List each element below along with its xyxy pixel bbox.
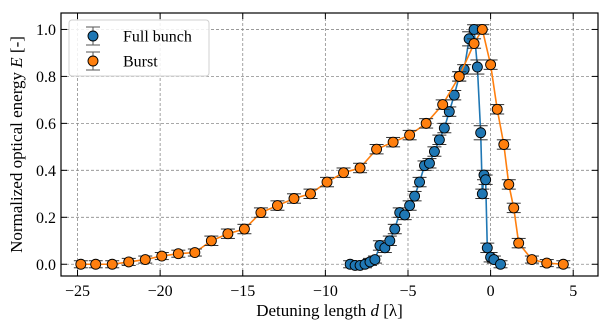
data-point (448, 89, 460, 101)
data-point (541, 257, 553, 269)
legend: Full bunch Burst (68, 19, 210, 77)
data-point (476, 23, 488, 35)
legend-entry-full-bunch: Full bunch (86, 26, 192, 46)
series-full-bunch (343, 23, 508, 271)
data-point (420, 117, 432, 129)
data-point (471, 61, 483, 73)
data-point (123, 256, 135, 268)
data-point (354, 162, 366, 174)
data-point (508, 202, 520, 214)
y-tick-label: 1.0 (36, 22, 56, 39)
data-point (369, 254, 381, 266)
axis-ticks: −25 −20 −15 −10 −5 0 5 0.0 0.2 0.4 0.6 0.8 1.0 (36, 13, 598, 300)
y-tick-label: 0.2 (36, 210, 56, 227)
data-point (371, 143, 383, 155)
data-point (476, 188, 488, 200)
data-series (73, 23, 571, 271)
legend-marker-full-bunch (87, 30, 99, 42)
data-point (205, 235, 217, 247)
plot-frame (60, 12, 599, 277)
data-point (526, 254, 538, 266)
data-point (468, 38, 480, 49)
data-point (75, 258, 87, 270)
x-tick-label: −25 (65, 283, 90, 300)
data-point (222, 228, 234, 240)
series-burst (73, 23, 571, 270)
legend-marker-burst (87, 55, 99, 67)
x-axis-label: Detuning length d [λ] (256, 301, 403, 320)
data-point (389, 223, 401, 235)
data-point (453, 70, 465, 82)
data-point (321, 176, 333, 188)
y-tick-label: 0.4 (36, 163, 56, 180)
data-point (305, 188, 316, 200)
data-point (409, 190, 421, 202)
data-point (437, 99, 449, 111)
data-point (387, 136, 399, 148)
data-point (384, 235, 396, 247)
y-tick-label: 0.8 (36, 69, 56, 86)
data-point (106, 258, 118, 270)
x-tick-label: 5 (569, 283, 577, 300)
grid (61, 13, 598, 276)
data-point (498, 139, 510, 150)
x-tick-label: −15 (230, 283, 255, 300)
data-point (238, 223, 250, 235)
data-point (404, 129, 416, 141)
data-point (139, 254, 151, 266)
data-point (414, 176, 426, 188)
data-point (503, 178, 515, 190)
data-point (156, 250, 168, 262)
data-point (424, 157, 435, 169)
data-point (438, 122, 450, 134)
data-point (255, 207, 267, 219)
data-point (172, 248, 184, 260)
data-point (557, 258, 569, 270)
data-point (481, 242, 493, 254)
x-tick-label: −5 (399, 283, 416, 300)
data-point (475, 127, 487, 139)
data-point (485, 59, 497, 71)
legend-label-burst: Burst (123, 54, 158, 71)
data-point (480, 174, 492, 186)
data-point (513, 237, 525, 249)
data-point (495, 258, 506, 270)
y-tick-label: 0.6 (36, 116, 56, 133)
legend-box (68, 19, 210, 77)
data-point (338, 167, 349, 179)
data-point (189, 247, 201, 258)
y-tick-label: 0.0 (36, 257, 56, 274)
data-point (491, 103, 503, 115)
data-point (399, 209, 411, 221)
x-tick-label: −10 (313, 283, 338, 300)
data-point (288, 193, 300, 204)
data-point (404, 200, 416, 212)
data-point (428, 146, 440, 157)
data-point (90, 258, 102, 270)
y-axis-label: Normalized optical energy E [-] (7, 36, 26, 253)
legend-entry-burst: Burst (86, 51, 158, 71)
x-tick-label: −20 (148, 283, 173, 300)
data-point (272, 200, 283, 212)
x-tick-label: 0 (487, 283, 495, 300)
data-point (433, 134, 445, 146)
legend-label-full-bunch: Full bunch (123, 29, 192, 46)
